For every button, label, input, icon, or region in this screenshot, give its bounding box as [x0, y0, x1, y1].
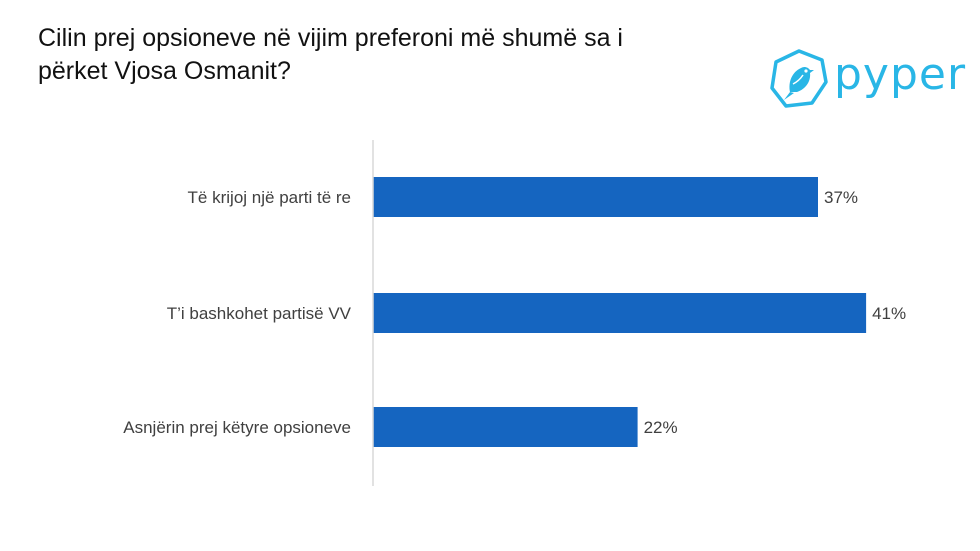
bird-icon: [770, 49, 828, 108]
pyper-logo: pyper: [768, 48, 965, 114]
category-label-0: Të krijoj një parti të re: [188, 188, 351, 207]
category-label-2: Asnjërin prej këtyre opsioneve: [123, 418, 351, 437]
chart-title: Cilin prej opsioneve në vijim preferoni …: [38, 24, 623, 85]
bar-0: [373, 177, 818, 217]
category-label-1: T’i bashkohet partisë VV: [167, 304, 352, 323]
bar-2: [373, 407, 638, 447]
bar-1: [373, 293, 867, 333]
value-label-1: 41%: [872, 304, 906, 323]
logo-text: pyper: [834, 49, 967, 100]
value-label-0: 37%: [824, 188, 858, 207]
value-label-2: 22%: [644, 418, 678, 437]
